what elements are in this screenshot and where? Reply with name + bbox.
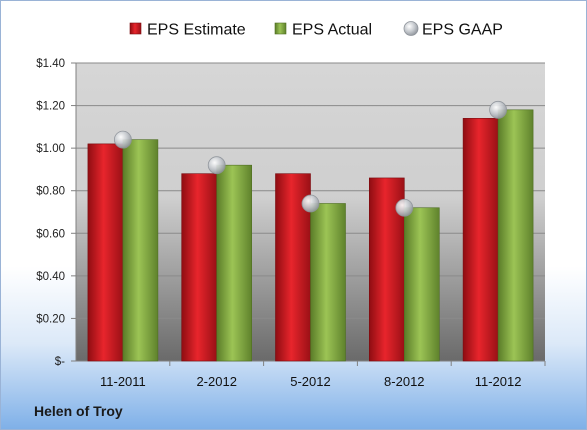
bars: [87, 109, 534, 362]
y-tick-label: $-: [55, 356, 65, 368]
x-tick-label: 11-2011: [100, 374, 146, 389]
y-tick-label: $1.00: [36, 143, 65, 155]
company-name: Helen of Troy: [34, 403, 123, 419]
y-tick-label: $0.20: [36, 313, 65, 325]
legend-label: EPS Estimate: [147, 22, 246, 39]
marker-eps-gaap: [395, 198, 414, 217]
marker-eps-gaap: [114, 130, 132, 149]
y-tick-label: $1.20: [36, 101, 65, 113]
bar-eps-actual: [122, 139, 159, 362]
y-tick-label: $0.80: [36, 186, 65, 198]
bar-eps-actual: [310, 203, 346, 362]
x-axis: 11-2011 2-2012 5-2012 8-2012 11-2012: [100, 361, 546, 389]
y-tick-label: $1.40: [36, 58, 65, 70]
marker-eps-gaap: [301, 194, 320, 213]
bar-eps-actual: [216, 164, 252, 362]
bar-eps-estimate: [462, 118, 499, 362]
y-tick-label: $0.60: [36, 228, 65, 240]
bar-eps-estimate: [87, 143, 124, 362]
bar-eps-actual: [403, 207, 440, 362]
legend-label: EPS GAAP: [422, 22, 503, 39]
marker-eps-gaap: [207, 156, 226, 175]
bar-eps-actual: [497, 109, 534, 362]
legend-swatch: [129, 22, 142, 35]
x-tick-label: 5-2012: [290, 374, 330, 389]
bar-eps-estimate: [181, 173, 217, 362]
legend-swatch: [274, 22, 287, 35]
y-tick-label: $0.40: [36, 271, 65, 283]
marker-eps-gaap: [489, 100, 508, 119]
gaap-markers: [114, 100, 508, 217]
legend-label: EPS Actual: [292, 22, 372, 39]
legend-swatch: [403, 21, 419, 36]
x-tick-label: 8-2012: [384, 374, 424, 389]
x-tick-label: 2-2012: [196, 374, 236, 389]
legend: EPS Estimate EPS Actual EPS GAAP: [129, 21, 503, 39]
x-tick-label: 11-2012: [475, 374, 522, 389]
